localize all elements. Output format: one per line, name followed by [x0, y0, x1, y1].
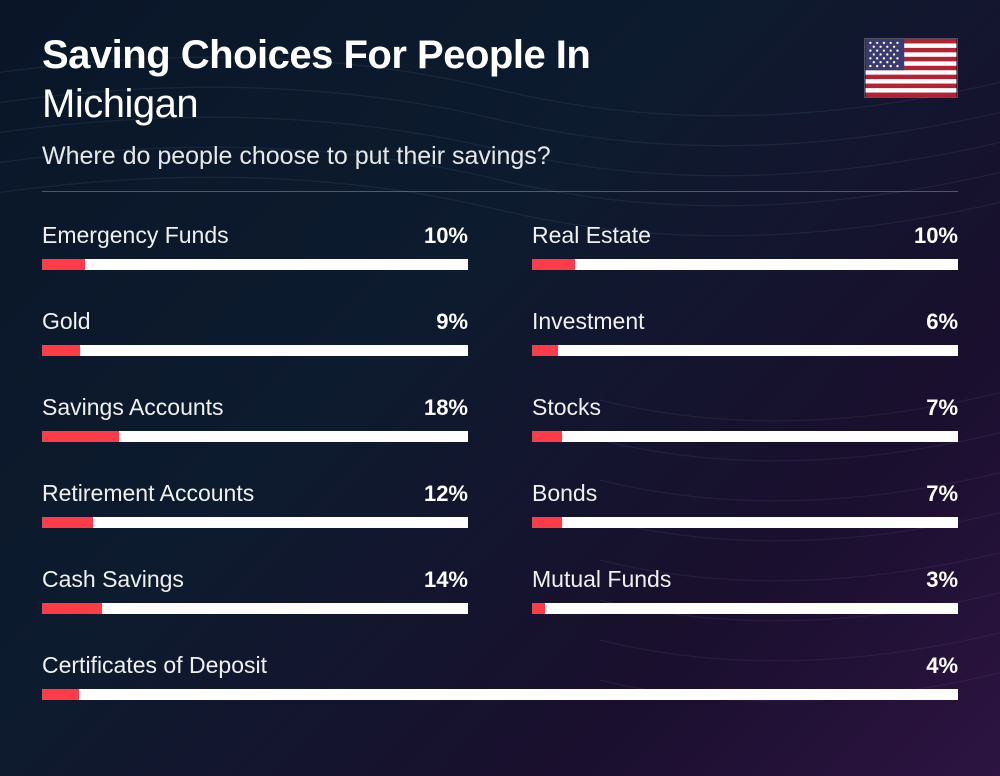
- bar-fill: [42, 259, 85, 270]
- bar-fill: [42, 517, 93, 528]
- bar-item: Retirement Accounts 12%: [42, 480, 468, 528]
- bar-value: 4%: [926, 653, 958, 679]
- bar-label: Mutual Funds: [532, 566, 671, 593]
- bar-value: 3%: [926, 567, 958, 593]
- bar-item: Investment 6%: [532, 308, 958, 356]
- bar-label: Retirement Accounts: [42, 480, 254, 507]
- bar-track: [532, 345, 958, 356]
- bar-item: Bonds 7%: [532, 480, 958, 528]
- bar-value: 12%: [424, 481, 468, 507]
- bar-item: Certificates of Deposit 4%: [42, 652, 958, 700]
- title-line1: Saving Choices For People In: [42, 32, 958, 78]
- bar-label: Bonds: [532, 480, 597, 507]
- bar-value: 7%: [926, 395, 958, 421]
- bar-label: Gold: [42, 308, 91, 335]
- bar-track: [532, 517, 958, 528]
- bar-track: [42, 431, 468, 442]
- bar-value: 14%: [424, 567, 468, 593]
- bar-label: Certificates of Deposit: [42, 652, 267, 679]
- bar-track: [42, 689, 958, 700]
- title-line2: Michigan: [42, 80, 958, 128]
- bar-value: 7%: [926, 481, 958, 507]
- bar-item: Gold 9%: [42, 308, 468, 356]
- bar-fill: [532, 345, 558, 356]
- bar-fill: [42, 603, 102, 614]
- bar-track: [532, 603, 958, 614]
- bar-fill: [42, 689, 79, 700]
- divider: [42, 191, 958, 192]
- bar-item: Mutual Funds 3%: [532, 566, 958, 614]
- bar-value: 18%: [424, 395, 468, 421]
- us-flag-icon: [864, 38, 958, 98]
- bar-item: Stocks 7%: [532, 394, 958, 442]
- bar-label: Real Estate: [532, 222, 651, 249]
- bar-label: Stocks: [532, 394, 601, 421]
- bar-label: Investment: [532, 308, 645, 335]
- bar-item: Cash Savings 14%: [42, 566, 468, 614]
- subtitle: Where do people choose to put their savi…: [42, 142, 958, 171]
- bar-item: Emergency Funds 10%: [42, 222, 468, 270]
- bar-fill: [42, 431, 119, 442]
- bar-track: [532, 259, 958, 270]
- bar-track: [42, 345, 468, 356]
- bar-fill: [532, 431, 562, 442]
- bar-label: Savings Accounts: [42, 394, 224, 421]
- bar-track: [42, 603, 468, 614]
- bar-track: [42, 517, 468, 528]
- bar-value: 9%: [436, 309, 468, 335]
- bar-value: 10%: [424, 223, 468, 249]
- bar-fill: [532, 259, 575, 270]
- bar-track: [532, 431, 958, 442]
- bar-track: [42, 259, 468, 270]
- bar-item: Real Estate 10%: [532, 222, 958, 270]
- bar-grid: Emergency Funds 10% Real Estate 10% Gold 9% In…: [42, 222, 958, 700]
- bar-label: Emergency Funds: [42, 222, 229, 249]
- bar-value: 10%: [914, 223, 958, 249]
- bar-item: Savings Accounts 18%: [42, 394, 468, 442]
- bar-fill: [532, 517, 562, 528]
- bar-fill: [42, 345, 80, 356]
- header: Saving Choices For People In Michigan Wh…: [42, 32, 958, 171]
- bar-label: Cash Savings: [42, 566, 184, 593]
- bar-fill: [532, 603, 545, 614]
- bar-value: 6%: [926, 309, 958, 335]
